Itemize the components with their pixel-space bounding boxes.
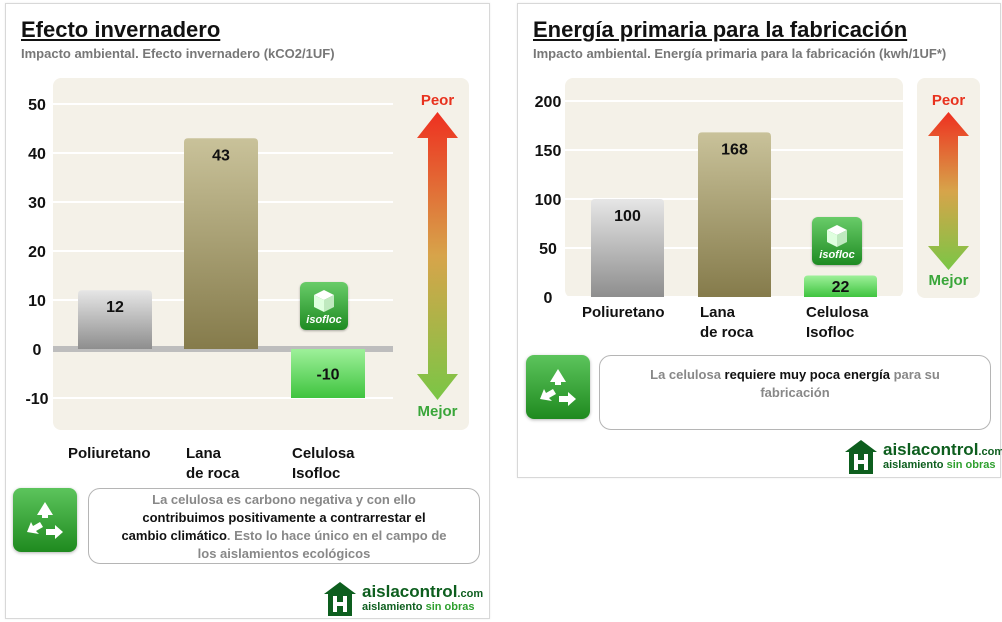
y-tick-label: 10	[28, 293, 46, 310]
info-note: La celulosa requiere muy poca energía pa…	[599, 355, 991, 430]
y-tick-label: 50	[28, 97, 46, 114]
bar	[591, 199, 664, 297]
bar	[184, 138, 258, 349]
note-line: fabricación	[760, 385, 830, 400]
y-tick-label: -10	[25, 391, 48, 408]
isofloc-cube-icon: isofloc	[812, 217, 862, 265]
plot-background	[53, 78, 465, 430]
note-line: La celulosa	[650, 367, 725, 382]
note-line: para su	[890, 367, 940, 382]
note-line: los aislamientos ecológicos	[197, 546, 371, 561]
category-label: Poliuretano	[582, 304, 665, 321]
house-logo-icon	[324, 582, 356, 616]
bar	[78, 290, 152, 349]
energy-panel: Energía primaria para la fabricación Imp…	[517, 3, 1002, 480]
bar-value-label: 22	[832, 279, 850, 296]
note-line: . Esto lo hace único en el campo de	[226, 528, 447, 543]
note-emphasis: requiere muy poca energía	[724, 367, 890, 382]
note-line: La celulosa es carbono negativa y con el…	[152, 492, 416, 507]
worse-better-arrow: Peor Mejor	[406, 78, 469, 430]
greenhouse-bar-chart: -10 0 10 20 30 40 50 12 43 -10	[25, 78, 465, 430]
isofloc-cube-icon: isofloc	[300, 282, 348, 330]
y-tick-label: 150	[535, 143, 562, 160]
logo-name: aislacontrol.com	[883, 440, 1002, 459]
double-arrow-icon	[928, 112, 969, 270]
bar	[291, 349, 365, 398]
better-label: Mejor	[417, 403, 458, 420]
better-label: Mejor	[928, 272, 969, 289]
aislacontrol-logo: aislacontrol.com aislamiento sin obras	[843, 436, 1002, 480]
chart-subtitle: Impacto ambiental. Efecto invernadero (k…	[21, 46, 335, 61]
logo-slogan: aislamiento sin obras	[883, 459, 996, 471]
isofloc-label: isofloc	[306, 314, 342, 326]
category-label: Celulosa Isofloc	[292, 445, 355, 482]
bar-value-label: 168	[721, 141, 748, 158]
category-label: Poliuretano	[68, 445, 151, 462]
y-tick-label: 0	[33, 342, 42, 359]
bar-value-label: -10	[316, 367, 339, 384]
category-label: Lana de roca	[700, 304, 754, 341]
recycle-icon	[13, 488, 77, 552]
y-tick-label: 30	[28, 195, 46, 212]
chart-title: Energía primaria para la fabricación	[533, 17, 908, 42]
bar-value-label: 12	[106, 299, 124, 316]
aislacontrol-logo: aislacontrol.com aislamiento sin obras	[322, 578, 484, 622]
greenhouse-panel: Efecto invernadero Impacto ambiental. Ef…	[5, 3, 490, 619]
bar-value-label: 43	[212, 147, 230, 164]
logo-slogan: aislamiento sin obras	[362, 601, 475, 613]
y-tick-label: 50	[539, 241, 557, 258]
bar	[804, 275, 877, 297]
note-emphasis: cambio climático	[121, 528, 227, 543]
house-logo-icon	[845, 440, 877, 474]
chart-subtitle: Impacto ambiental. Energía primaria para…	[533, 46, 947, 61]
category-label: Lana de roca	[186, 445, 240, 482]
worse-label: Peor	[420, 92, 455, 109]
bar-value-label: 100	[614, 208, 641, 225]
category-label: Celulosa Isofloc	[806, 304, 869, 341]
isofloc-label: isofloc	[819, 249, 855, 261]
worse-label: Peor	[931, 92, 966, 109]
bar	[698, 132, 771, 297]
worse-better-arrow: Peor Mejor	[917, 78, 980, 298]
y-tick-label: 40	[28, 146, 46, 163]
chart-title: Efecto invernadero	[21, 17, 221, 42]
y-tick-label: 20	[28, 244, 46, 261]
y-tick-label: 100	[535, 192, 562, 209]
double-arrow-icon	[417, 112, 458, 400]
note-line: contribuimos positivamente a contrarrest…	[142, 510, 426, 525]
y-tick-label: 0	[544, 290, 553, 307]
logo-name: aislacontrol.com	[362, 582, 484, 601]
info-note: La celulosa es carbono negativa y con el…	[88, 488, 480, 564]
y-tick-label: 200	[535, 94, 562, 111]
recycle-icon	[526, 355, 590, 419]
